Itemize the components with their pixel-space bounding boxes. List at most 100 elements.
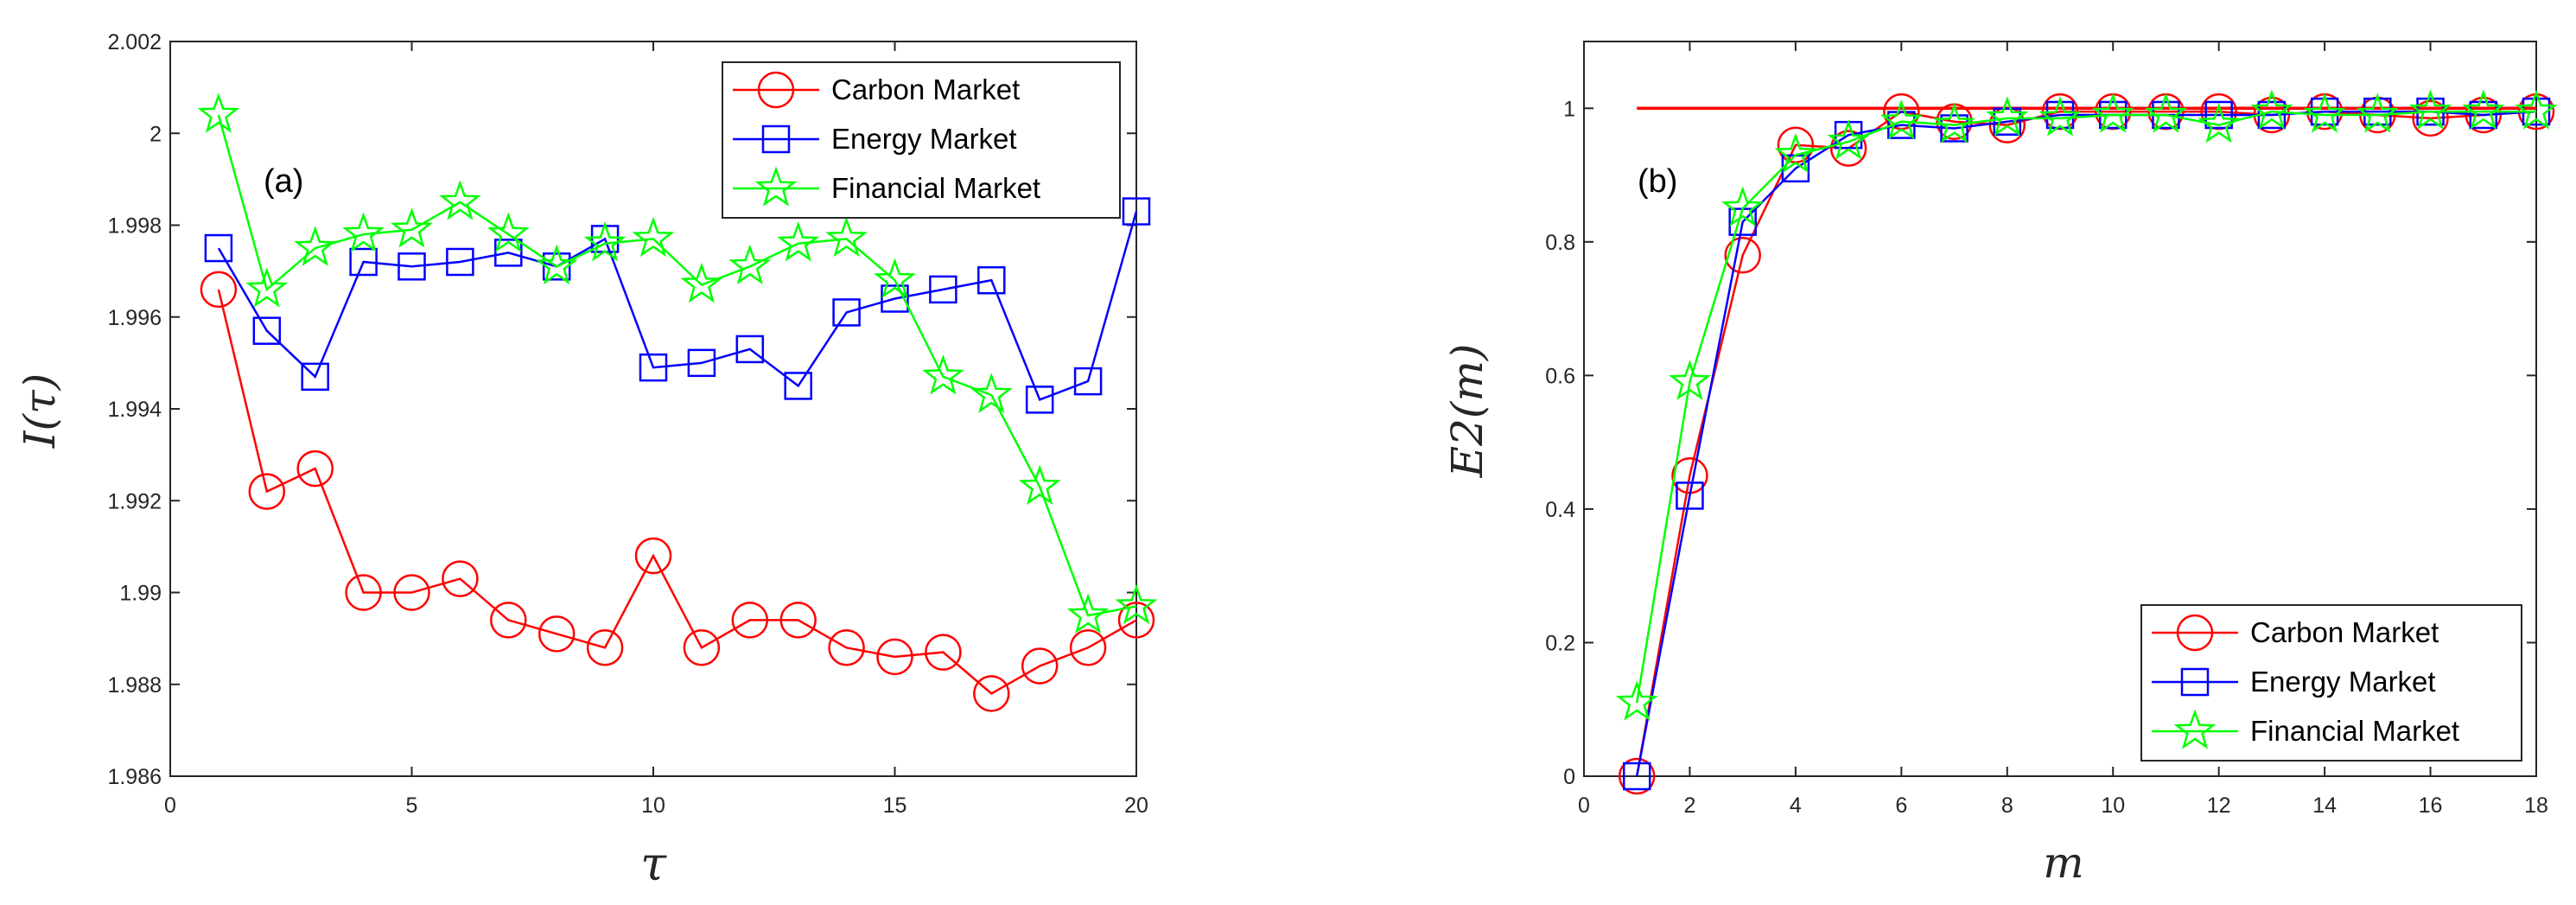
data-point: [632, 216, 675, 258]
data-point: [2144, 92, 2187, 133]
series-financial-market: [197, 92, 1158, 634]
data-point: [1069, 629, 1107, 666]
x-tick-label: 10: [641, 793, 665, 818]
x-tick-label: 15: [883, 793, 907, 818]
data-point: [349, 247, 378, 277]
x-tick-label: 6: [1895, 793, 1907, 818]
data-point: [2204, 100, 2233, 130]
x-tick-label: 20: [1124, 793, 1148, 818]
data-point: [1018, 464, 1061, 506]
data-point: [1115, 583, 1158, 625]
data-point: [2469, 100, 2498, 130]
x-tick-label: 8: [2001, 793, 2013, 818]
series-energy-market: [204, 197, 1151, 414]
data-point: [197, 92, 240, 133]
series-line: [217, 211, 1138, 402]
data-point: [2409, 89, 2452, 130]
data-point: [2465, 96, 2503, 134]
x-tick-label: 18: [2524, 793, 2548, 818]
legend-label: Carbon Market: [2250, 616, 2439, 648]
y-tick-label: 0.6: [1545, 364, 1575, 388]
x-axis-label: m: [2043, 838, 2083, 888]
y-tick-label: 1.996: [107, 306, 162, 330]
data-point: [1940, 114, 1969, 143]
data-point: [680, 262, 723, 303]
y-tick-label: 0.2: [1545, 631, 1575, 655]
data-point: [2250, 89, 2293, 130]
data-point: [1827, 119, 1870, 160]
data-point: [586, 629, 624, 666]
data-point: [1073, 366, 1103, 396]
legend: Carbon Market Energy Market Financial Mark…: [2140, 604, 2522, 762]
data-point: [446, 247, 474, 277]
data-point: [296, 449, 334, 488]
y-axis-label: E2(m): [1442, 344, 1492, 479]
x-tick-label: 10: [2101, 793, 2125, 818]
x-tick-label: 0: [1578, 793, 1590, 818]
series-carbon-market: [200, 271, 1155, 712]
y-tick-label: 2.002: [107, 30, 162, 54]
panel-b-chart: 0 2 4 6 8 10 12 14 16 18 0 0.2 0.4 0.6 0.8 1 Carbon Mark…: [1442, 41, 2558, 888]
data-point: [1615, 680, 1658, 721]
data-point: [639, 353, 668, 382]
x-tick-label: 2: [1683, 793, 1695, 818]
data-point: [1676, 481, 1704, 510]
y-axis-label: I(τ): [15, 373, 65, 449]
data-point: [345, 574, 382, 611]
data-point: [1122, 197, 1151, 226]
legend-label: Carbon Market: [831, 73, 1020, 105]
x-tick-label: 12: [2207, 793, 2231, 818]
data-point: [583, 220, 627, 262]
data-point: [731, 602, 769, 639]
data-point: [537, 615, 576, 653]
data-point: [2515, 89, 2558, 130]
y-tick-label: 1.99: [119, 582, 162, 606]
data-point: [1721, 186, 1765, 227]
panel-label: (b): [1638, 163, 1677, 200]
data-point: [832, 298, 861, 327]
data-point: [301, 362, 329, 392]
data-point: [634, 537, 672, 575]
data-point: [391, 207, 433, 248]
series-financial-market: [1615, 89, 2558, 721]
data-point: [777, 220, 820, 262]
data-point: [2356, 92, 2399, 133]
y-tick-label: 0.8: [1545, 231, 1575, 255]
data-point: [248, 473, 286, 510]
data-point: [779, 602, 817, 639]
legend-label: Financial Market: [831, 172, 1040, 204]
data-point: [876, 638, 913, 676]
data-point: [204, 233, 233, 263]
data-point: [1618, 757, 1656, 795]
data-point: [929, 275, 957, 304]
data-point: [2091, 92, 2134, 133]
y-tick-label: 1.992: [107, 489, 162, 513]
legend-label: Energy Market: [831, 123, 1017, 155]
y-tick-label: 0.4: [1545, 498, 1575, 522]
y-tick-label: 2: [149, 122, 162, 146]
data-point: [2462, 89, 2505, 130]
data-point: [1025, 386, 1054, 414]
data-point: [200, 271, 238, 309]
legend-label: Energy Market: [2250, 666, 2436, 698]
data-point: [1887, 111, 1916, 139]
series-line: [217, 114, 1137, 617]
legend-marker: [757, 71, 795, 109]
panel-label: (a): [264, 163, 303, 200]
data-point: [342, 212, 385, 252]
x-tick-label: 16: [2419, 793, 2443, 818]
x-axis-label: τ: [640, 837, 667, 891]
data-point: [1993, 107, 2022, 136]
legend-marker: [2180, 667, 2210, 697]
data-point: [1021, 647, 1059, 685]
data-point: [245, 267, 289, 308]
data-point: [784, 372, 812, 400]
y-tick-label: 1.986: [107, 765, 162, 789]
data-point: [494, 239, 523, 267]
y-tick-label: 0: [1563, 765, 1575, 789]
y-tick-label: 1.998: [107, 214, 162, 239]
data-point: [977, 266, 1006, 295]
data-point: [2198, 102, 2241, 143]
x-tick-label: 14: [2312, 793, 2337, 818]
